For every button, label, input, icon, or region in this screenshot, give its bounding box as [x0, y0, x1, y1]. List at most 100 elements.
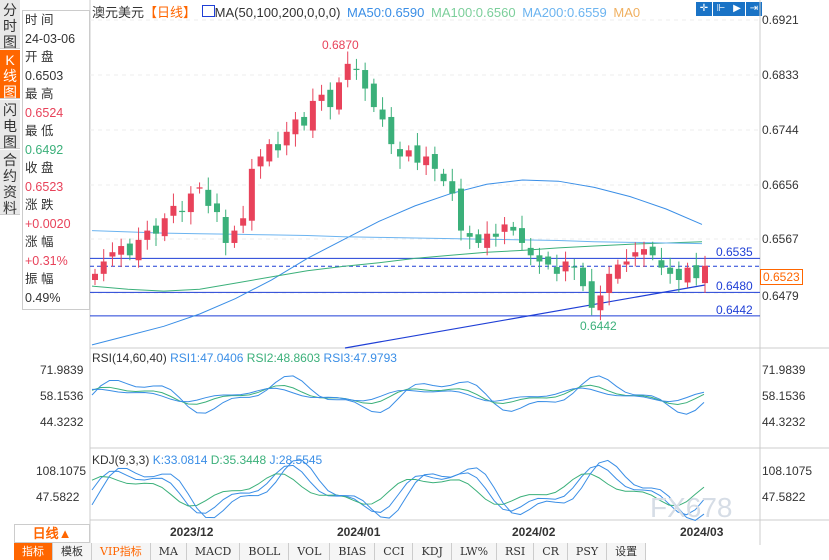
candle-body	[397, 149, 403, 157]
indicator-tab[interactable]: 设置	[607, 543, 647, 560]
indicator-tab[interactable]: VOL	[289, 543, 331, 560]
trend-line	[344, 284, 706, 349]
pct-value: +0.31%	[25, 253, 68, 268]
goto-end-icon[interactable]: ⇥	[746, 2, 762, 16]
candle-body	[702, 265, 708, 284]
price-tick: 0.6479	[762, 289, 799, 303]
candle-body	[153, 225, 159, 234]
indicator-tab[interactable]: BIAS	[330, 543, 376, 560]
candle-body	[510, 226, 517, 231]
ma50-value: MA50:0.6590	[347, 5, 425, 20]
candle-body	[536, 255, 543, 262]
indicator-tab[interactable]: LW%	[451, 543, 498, 560]
rsi1-value: RSI1:47.0406	[170, 351, 244, 365]
indicator-tab[interactable]: PSY	[567, 543, 608, 560]
indicator-tab[interactable]: 模板	[53, 543, 92, 560]
k-line	[91, 464, 705, 516]
rsi-tick: 58.1536	[762, 389, 806, 403]
amp-value: 0.49%	[25, 290, 61, 305]
candle-body	[362, 70, 369, 89]
candle-body	[545, 256, 552, 265]
candle-body	[275, 144, 281, 151]
tab-contract[interactable]: 合约资料	[0, 150, 20, 216]
candle-body	[501, 224, 508, 232]
crosshair-icon[interactable]: ✛	[696, 2, 712, 16]
indicator-tab[interactable]: VIP指标	[92, 543, 151, 560]
amp-label: 振 幅	[25, 272, 54, 286]
open-value: 0.6503	[25, 68, 64, 83]
rsi3-value: RSI3:47.9793	[323, 351, 397, 365]
ma200-value: MA200:0.6559	[522, 5, 607, 20]
level-label: 0.6442	[716, 303, 753, 317]
candle-body	[118, 246, 125, 255]
candle-body	[379, 109, 386, 120]
open-label: 开 盘	[25, 50, 54, 64]
rsi2-line	[91, 384, 705, 405]
play-icon[interactable]: ▶	[729, 2, 745, 16]
candle-body	[170, 205, 177, 216]
kline-chart[interactable]	[0, 0, 829, 545]
kdj-label[interactable]: KDJ(9,3,3)	[92, 453, 150, 467]
rsi-label[interactable]: RSI(14,60,40)	[92, 351, 167, 365]
low-marker: 0.6442	[580, 319, 617, 333]
tab-timeshare[interactable]: 分时图	[0, 0, 20, 50]
indicator-tab[interactable]: 指标	[14, 543, 53, 560]
candle-body	[179, 210, 186, 213]
candle-body	[571, 266, 578, 268]
candle-body	[222, 217, 229, 243]
candle-body	[266, 144, 273, 162]
rsi-tick: 71.9839	[40, 363, 84, 377]
candle-body	[370, 83, 377, 108]
tab-flash[interactable]: 闪电图	[0, 100, 20, 150]
date-tick: 2023/12	[170, 525, 214, 539]
tab-kline[interactable]: K线图	[0, 50, 20, 100]
indicator-tab[interactable]: RSI	[497, 543, 535, 560]
candle-body	[318, 94, 325, 101]
indicator-tab[interactable]: CR	[534, 543, 568, 560]
candle-body	[240, 218, 247, 226]
candle-body	[187, 193, 194, 213]
change-value: +0.0020	[25, 216, 71, 231]
candle-body	[405, 150, 412, 157]
close-value: 0.6523	[25, 179, 64, 194]
candle-body	[553, 267, 560, 274]
indicator-tab[interactable]: BOLL	[240, 543, 290, 560]
time-label: 时 间	[25, 13, 54, 27]
candle-body	[135, 239, 142, 261]
rsi-tick: 71.9839	[762, 363, 806, 377]
candle-body	[475, 234, 482, 243]
time-value: 24-03-06	[25, 31, 76, 46]
candle-body	[449, 181, 456, 194]
candle-body	[431, 154, 438, 169]
price-tick: 0.6833	[762, 68, 799, 82]
candle-body	[327, 89, 334, 108]
candle-body	[614, 264, 621, 279]
indicator-tab[interactable]: KDJ	[413, 543, 452, 560]
indicator-tab[interactable]: MA	[150, 543, 187, 560]
zoom-range-icon[interactable]: ⊩	[713, 2, 729, 16]
candle-body	[336, 82, 342, 110]
ma-label[interactable]: MA(50,100,200,0,0,0)	[214, 5, 341, 20]
candle-body	[527, 247, 534, 256]
candle-body	[257, 156, 264, 167]
indicator-tab[interactable]: MACD	[186, 543, 241, 560]
j-line	[91, 459, 705, 521]
price-tick: 0.6744	[762, 123, 799, 137]
candle-body	[492, 233, 499, 237]
current-price-badge: 0.6523	[760, 269, 803, 285]
candle-body	[693, 265, 700, 279]
pct-label: 涨 幅	[25, 235, 54, 249]
candle-body	[344, 63, 351, 80]
change-label: 涨 跌	[25, 198, 54, 212]
kdj-header: KDJ(9,3,3) K:33.0814 D:35.3448 J:28.5545	[92, 453, 322, 467]
ma50-line	[91, 179, 703, 346]
candle-body	[292, 119, 299, 135]
date-tick: 2024/03	[680, 525, 724, 539]
price-tick: 0.6656	[762, 178, 799, 192]
period-selector[interactable]: 日线▲	[14, 524, 90, 543]
price-tick: 0.6921	[762, 13, 799, 27]
rsi3-line	[91, 387, 705, 403]
indicator-tab[interactable]: CCI	[375, 543, 414, 560]
level-label: 0.6480	[716, 279, 753, 293]
candle-body	[667, 267, 674, 274]
